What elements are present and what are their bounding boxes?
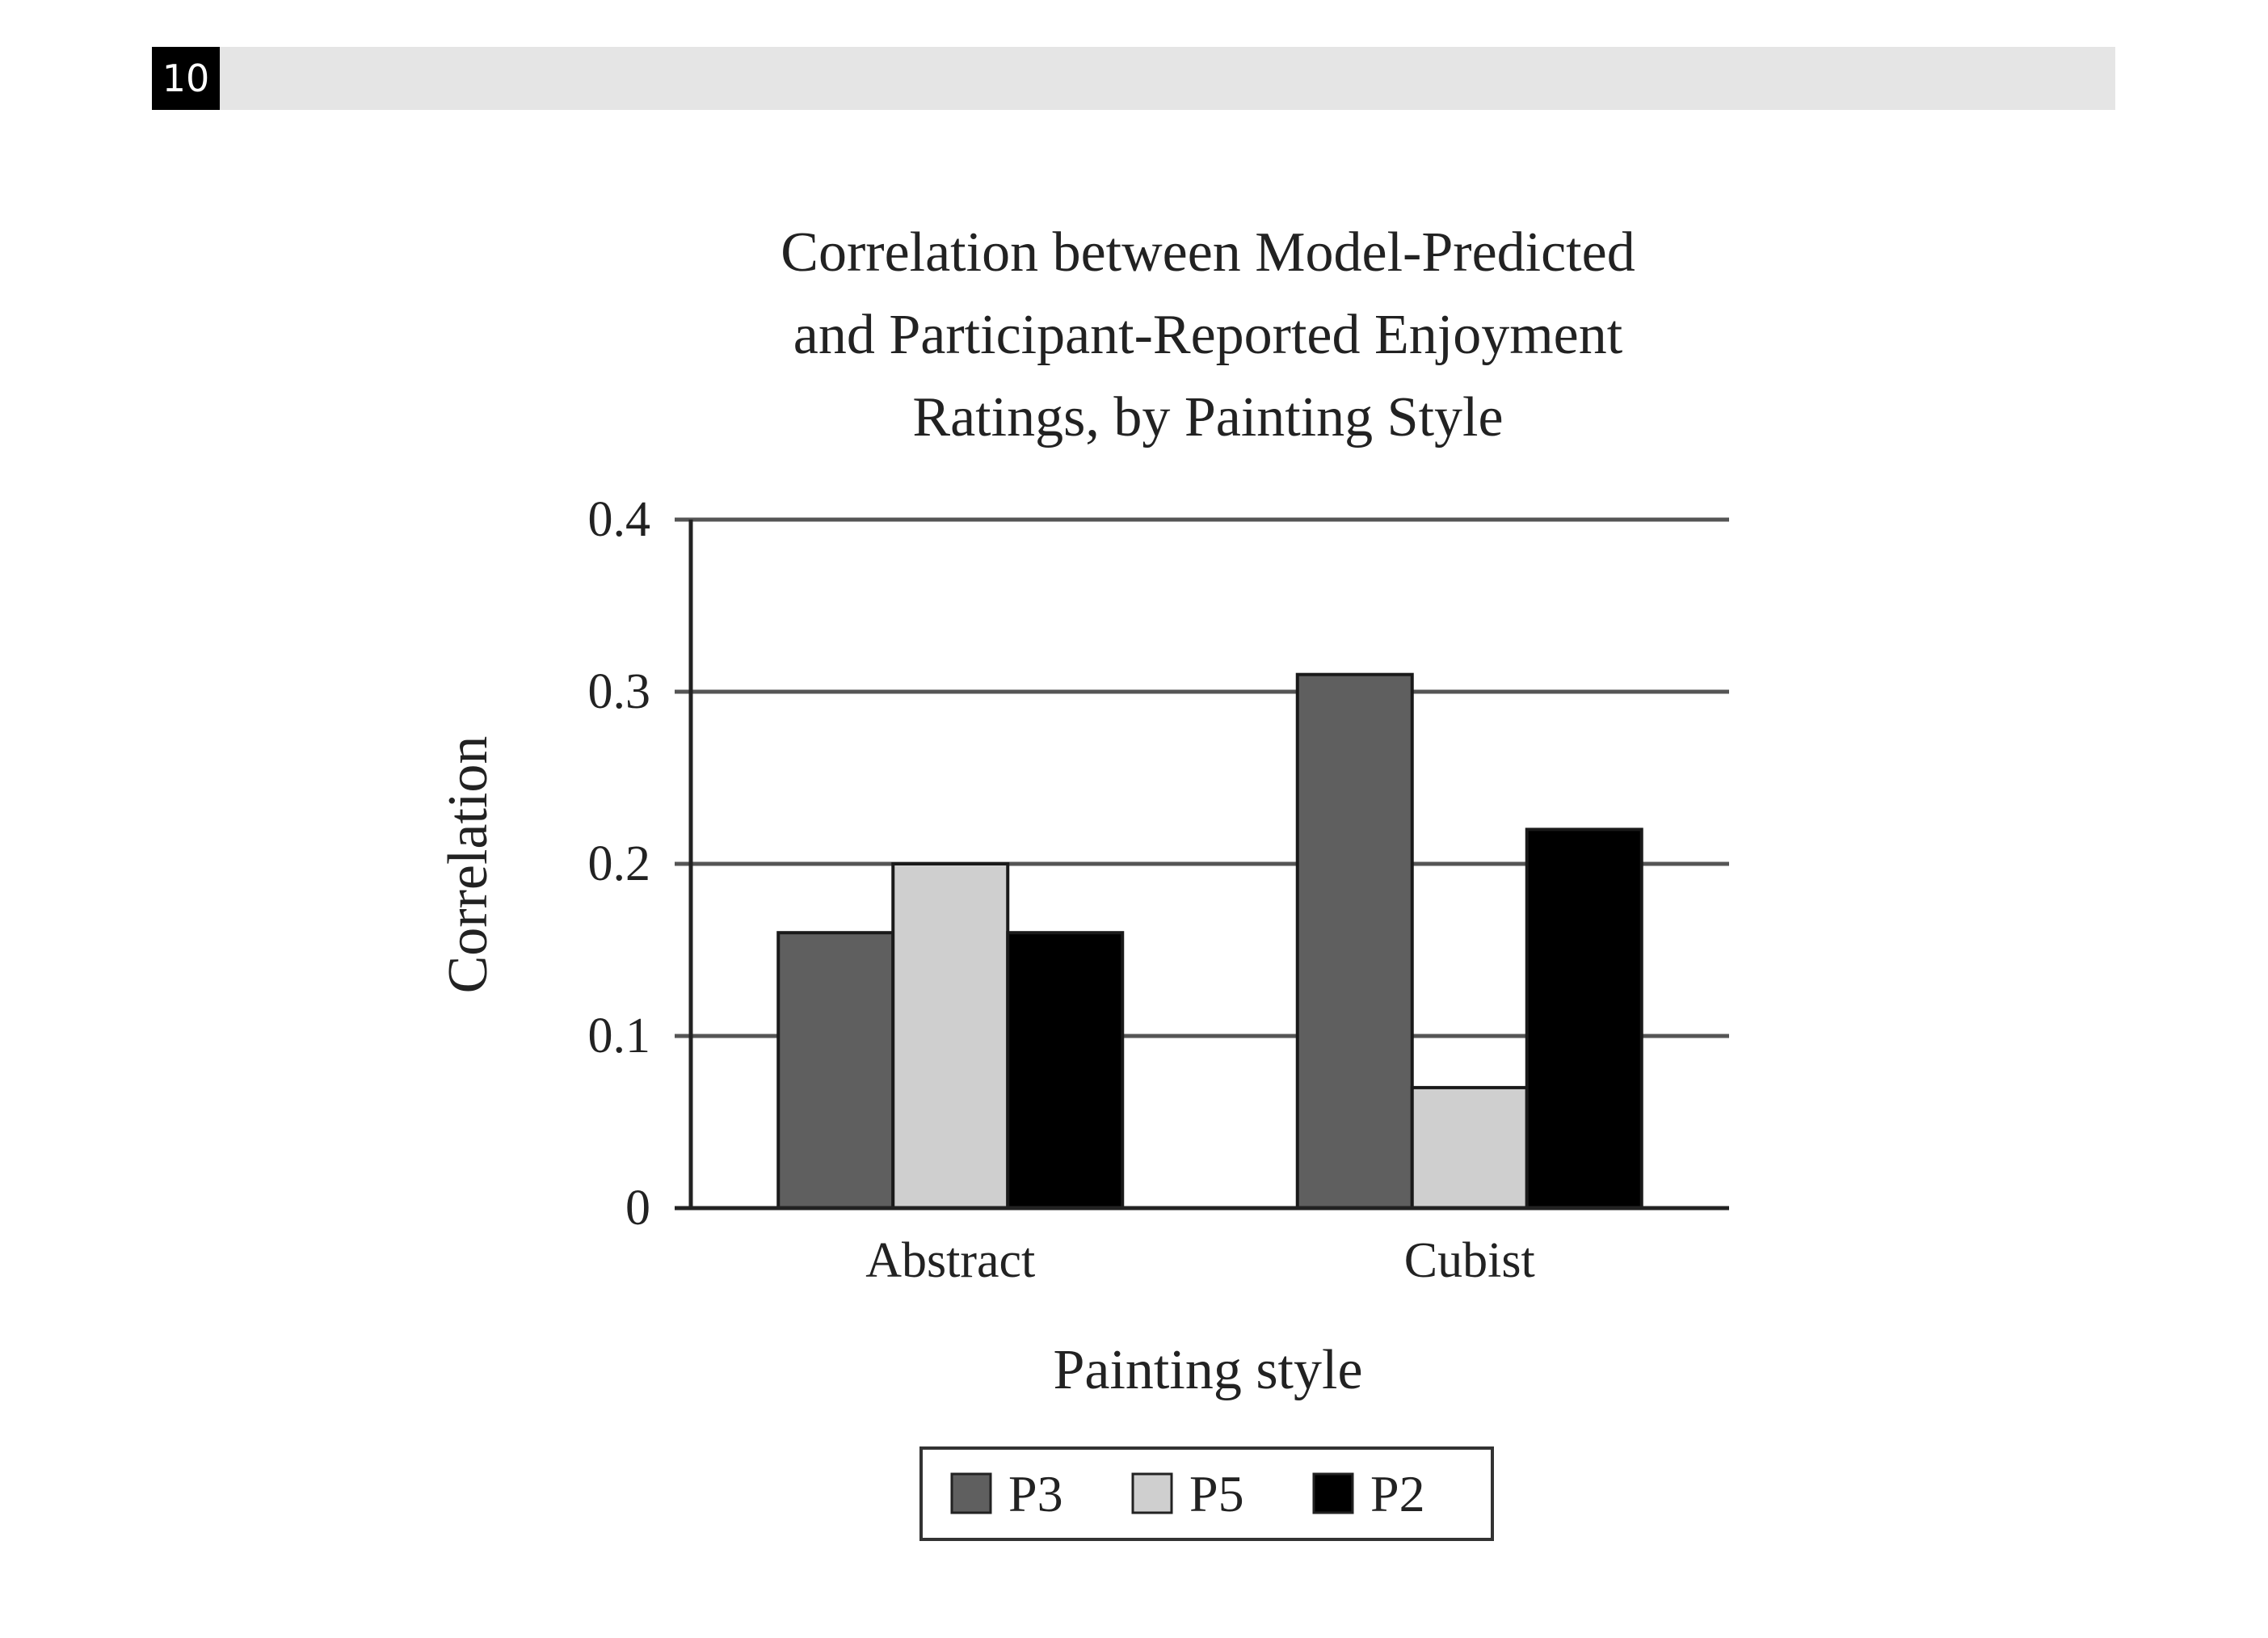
x-tick-labels: Abstract Cubist xyxy=(865,1233,1534,1288)
bar-p5-cubist xyxy=(1410,1085,1529,1211)
bar-p3-abstract xyxy=(776,931,895,1210)
header-bar xyxy=(152,47,2115,110)
bar-p5-abstract xyxy=(891,862,1010,1210)
x-tick-label: Cubist xyxy=(1404,1233,1535,1288)
bar-p2-cubist xyxy=(1525,827,1643,1211)
chart-title-line-3: Ratings, by Painting Style xyxy=(912,386,1503,448)
legend-swatch-p5 xyxy=(1131,1472,1173,1514)
y-tick-label: 0.4 xyxy=(588,492,651,547)
axes xyxy=(675,520,1729,1211)
legend-swatch-p2 xyxy=(1312,1472,1354,1514)
chart-title-line-2: and Participant-Reported Enjoyment xyxy=(793,304,1623,366)
y-tick-label: 0 xyxy=(625,1181,650,1236)
y-tick-labels: 0 0.1 0.2 0.3 0.4 xyxy=(588,492,651,1236)
bar-p2-abstract xyxy=(1006,931,1125,1210)
y-axis-label: Correlation xyxy=(437,736,499,994)
bar-p3-cubist xyxy=(1295,672,1414,1210)
chart-title-line-1: Correlation between Model-Predicted xyxy=(781,221,1635,284)
legend-swatch-p3 xyxy=(950,1472,992,1514)
y-tick-label: 0.1 xyxy=(588,1008,651,1063)
y-tick-label: 0.3 xyxy=(588,664,651,719)
legend-frame xyxy=(919,1446,1494,1541)
x-tick-label: Abstract xyxy=(865,1233,1035,1288)
y-tick-label: 0.2 xyxy=(588,836,651,891)
x-axis-label: Painting style xyxy=(1053,1339,1362,1401)
legend-label-p3: P3 xyxy=(1008,1465,1063,1522)
legend-label-p2: P2 xyxy=(1370,1465,1425,1522)
question-number: 10 xyxy=(152,47,220,110)
chart-title: Correlation between Model-Predicted and … xyxy=(781,221,1635,448)
bars xyxy=(776,672,1643,1211)
legend: P3 P5 P2 xyxy=(919,1446,1494,1541)
legend-label-p5: P5 xyxy=(1189,1465,1244,1522)
